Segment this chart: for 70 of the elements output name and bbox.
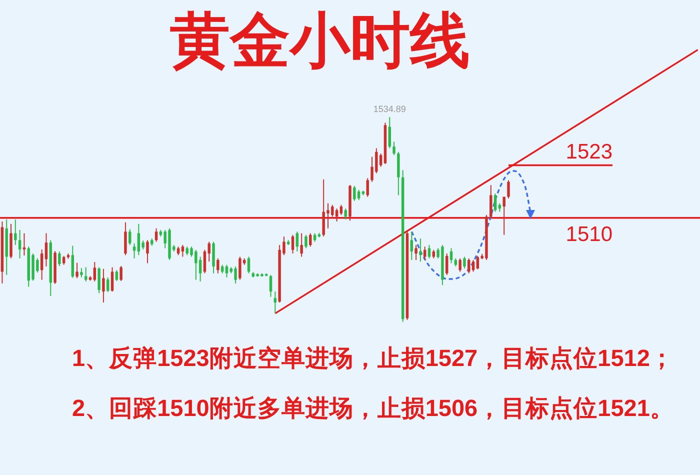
candlestick — [507, 180, 510, 199]
candlestick — [490, 184, 492, 219]
candlestick — [154, 228, 158, 242]
annotation: 1534.89 — [373, 104, 406, 114]
candlestick — [203, 249, 206, 274]
candlestick — [102, 268, 105, 303]
candlestick — [335, 208, 338, 222]
candlestick — [472, 259, 475, 272]
candlestick — [291, 234, 294, 254]
ref-line-label: 1523 — [566, 140, 612, 164]
candlestick — [10, 223, 12, 259]
candlestick — [115, 270, 118, 282]
candlestick — [463, 256, 466, 269]
candlestick — [340, 204, 343, 216]
candlestick — [502, 196, 506, 236]
candlestick — [353, 185, 356, 202]
candlestick — [300, 232, 303, 258]
candlestick — [18, 230, 22, 259]
candlestick — [110, 266, 114, 292]
candlestick — [388, 116, 391, 149]
candlestick — [234, 266, 237, 284]
candlestick — [410, 231, 413, 260]
candlestick — [225, 264, 228, 278]
candlestick — [124, 222, 127, 256]
candlestick — [120, 266, 122, 282]
candlestick — [106, 276, 110, 292]
chart-title: 黄金小时线 — [169, 6, 471, 76]
candlestick — [40, 248, 44, 280]
candlestick — [128, 228, 132, 246]
candlestick — [269, 274, 272, 298]
candlestick — [458, 258, 462, 272]
candlestick — [58, 250, 61, 267]
candlestick — [216, 258, 220, 274]
candlestick — [494, 193, 497, 212]
candlestick — [392, 141, 396, 156]
candlestick — [137, 223, 140, 256]
candlestick — [304, 234, 308, 249]
candlestick — [419, 238, 422, 262]
candlestick — [98, 266, 100, 294]
candlestick — [14, 218, 17, 246]
annotation: 2、回踩1510附近多单进场，止损1506，目标点位1521。 — [72, 394, 674, 423]
candlestick — [181, 244, 184, 258]
candlestick — [344, 208, 347, 220]
candlestick — [468, 258, 470, 274]
candlestick — [22, 232, 26, 256]
candlestick — [71, 245, 74, 278]
candlestick — [476, 255, 480, 270]
candlestick — [296, 231, 299, 252]
candlestick — [212, 241, 215, 274]
candlestick — [80, 268, 83, 278]
candlestick — [238, 256, 242, 280]
annotation: 1、反弹1523附近空单进场，止损1527，目标点位1512； — [72, 344, 674, 373]
candlestick — [146, 240, 149, 264]
candlestick — [274, 291, 277, 314]
candlestick — [450, 248, 453, 264]
candlestick — [309, 232, 312, 248]
candlestick — [84, 266, 88, 282]
candlestick — [366, 178, 369, 198]
candlestick — [76, 262, 78, 279]
candlestick — [93, 262, 96, 282]
candlestick — [357, 189, 360, 201]
candlestick — [379, 152, 382, 168]
candlestick — [397, 151, 400, 196]
candlestick — [414, 244, 418, 260]
candlestick — [428, 244, 431, 259]
ref-line-label: 1510 — [566, 223, 612, 246]
candlestick — [132, 242, 136, 259]
candlestick — [445, 252, 448, 276]
candlestick — [44, 232, 48, 267]
candlestick — [208, 241, 210, 262]
